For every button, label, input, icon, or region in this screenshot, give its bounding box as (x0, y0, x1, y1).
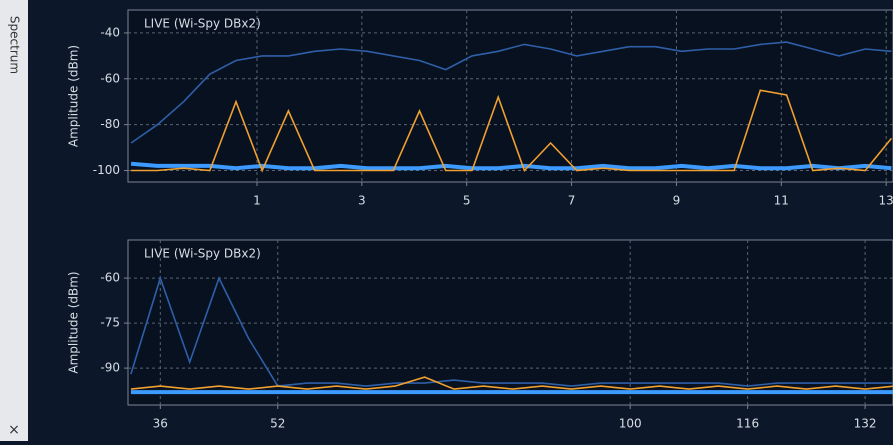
plot-area (128, 10, 893, 182)
x-tick-label: 1 (253, 194, 261, 208)
chart-title: LIVE (Wi-Spy DBx2) (144, 17, 261, 31)
y-tick-label: -100 (93, 163, 120, 177)
x-tick-label: 132 (854, 417, 877, 431)
sidebar-title[interactable]: Spectrum (8, 16, 22, 74)
x-tick-label: 116 (736, 417, 759, 431)
y-tick-label: -40 (100, 25, 120, 39)
page: Spectrum × -40-60-80-100135791113LIVE (W… (0, 0, 893, 441)
plot-area (128, 240, 893, 405)
y-tick-label: -75 (100, 316, 120, 330)
x-tick-label: 36 (153, 417, 168, 431)
y-axis-label: Amplitude (dBm) (67, 271, 81, 373)
x-tick-label: 13 (879, 194, 893, 208)
y-tick-label: -80 (100, 117, 120, 131)
screen: Spectrum × -40-60-80-100135791113LIVE (W… (0, 0, 893, 441)
chart-title: LIVE (Wi-Spy DBx2) (144, 247, 261, 261)
x-tick-label: 11 (774, 194, 789, 208)
x-tick-label: 52 (270, 417, 285, 431)
x-tick-label: 7 (568, 194, 576, 208)
x-tick-label: 100 (619, 417, 642, 431)
x-tick-label: 9 (673, 194, 681, 208)
x-tick-label: 5 (463, 194, 471, 208)
close-button[interactable]: × (8, 422, 20, 438)
y-tick-label: -60 (100, 271, 120, 285)
x-tick-label: 3 (358, 194, 366, 208)
y-tick-label: -90 (100, 361, 120, 375)
y-axis-label: Amplitude (dBm) (67, 45, 81, 147)
y-tick-label: -60 (100, 71, 120, 85)
